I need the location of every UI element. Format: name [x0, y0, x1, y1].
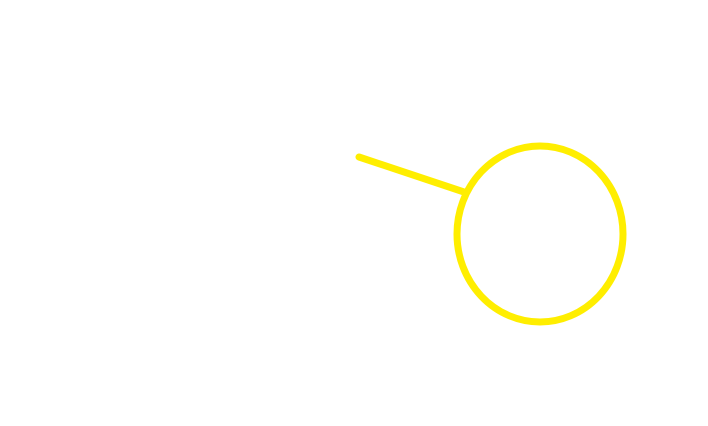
yellow-line — [355, 153, 468, 196]
yellow-ellipse — [453, 142, 627, 326]
